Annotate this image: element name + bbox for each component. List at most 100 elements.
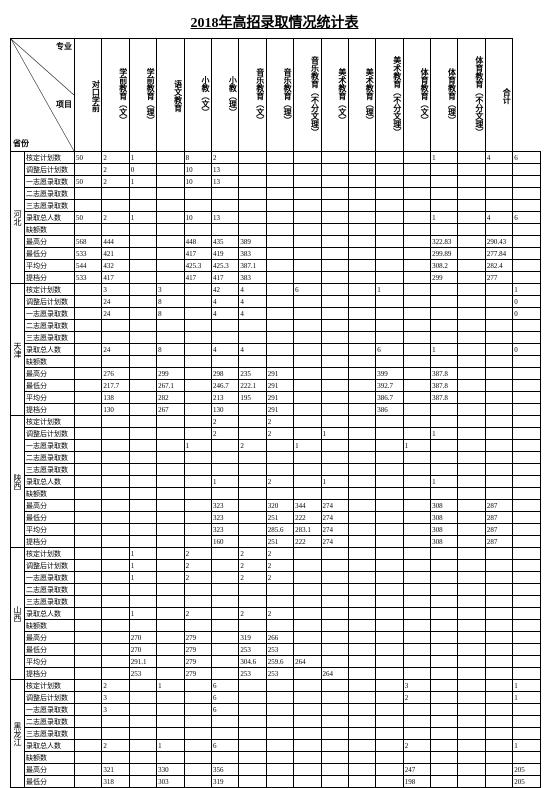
data-cell [184,764,211,776]
data-cell [266,452,293,464]
data-cell [294,296,321,308]
data-cell [129,404,156,416]
row-item-cell: 平均分 [25,656,75,668]
data-cell [348,404,375,416]
data-cell [129,476,156,488]
data-cell: 274 [321,536,348,548]
data-cell: 1 [211,476,238,488]
data-cell [485,332,512,344]
data-cell [211,488,238,500]
row-item-cell: 调整后计划数 [25,164,75,176]
data-cell [431,464,458,476]
data-cell [513,404,540,416]
table-row: 缺额数 [11,620,541,632]
data-cell [376,560,403,572]
data-cell [129,716,156,728]
data-cell [294,176,321,188]
data-cell [211,572,238,584]
data-cell: 1 [294,440,321,452]
data-cell [75,416,102,428]
table-row: 缺额数 [11,488,541,500]
data-cell [75,404,102,416]
data-cell [321,728,348,740]
data-cell [513,224,540,236]
data-cell [321,272,348,284]
data-cell: 3 [157,284,184,296]
data-cell: 4 [485,152,512,164]
data-cell: 2 [102,164,129,176]
data-cell [294,452,321,464]
data-cell [513,392,540,404]
data-cell [376,512,403,524]
data-cell [211,224,238,236]
data-cell [403,752,430,764]
data-cell: 6 [376,344,403,356]
data-cell: 399 [376,368,403,380]
data-cell [129,488,156,500]
row-item-cell: 提档分 [25,536,75,548]
data-cell [157,200,184,212]
data-cell [75,560,102,572]
data-cell [348,656,375,668]
data-cell [129,440,156,452]
data-cell [321,176,348,188]
data-cell [458,320,485,332]
data-cell [348,644,375,656]
data-cell [431,224,458,236]
data-cell [157,488,184,500]
data-cell [321,776,348,788]
data-cell [184,680,211,692]
table-row: 最低分217.7267.1246.7222.1291392.7387.8 [11,380,541,392]
data-cell [75,368,102,380]
data-cell [376,308,403,320]
data-cell [321,692,348,704]
data-cell [376,476,403,488]
data-cell: 425.3 [184,260,211,272]
data-cell [75,608,102,620]
row-item-cell: 三志愿录取数 [25,200,75,212]
data-cell [431,764,458,776]
data-cell [348,488,375,500]
data-cell: 285.6 [266,524,293,536]
diag-major: 专业 [56,41,72,52]
data-cell [239,500,266,512]
data-cell [102,488,129,500]
data-cell [485,320,512,332]
col-header: 小教（文） [184,39,211,152]
data-cell [211,632,238,644]
data-cell [513,632,540,644]
row-item-cell: 一志愿录取数 [25,308,75,320]
data-cell: 42 [211,284,238,296]
data-cell [485,344,512,356]
data-cell: 6 [211,704,238,716]
data-cell [431,740,458,752]
data-cell [239,320,266,332]
data-cell [376,548,403,560]
data-cell [403,656,430,668]
data-cell [348,332,375,344]
data-cell: 287 [485,500,512,512]
data-cell [102,416,129,428]
data-cell: 0 [129,164,156,176]
data-cell: 2 [403,740,430,752]
data-cell: 318 [102,776,129,788]
data-cell [431,692,458,704]
data-cell: 308 [431,524,458,536]
data-cell [75,476,102,488]
data-cell [239,716,266,728]
data-cell [102,224,129,236]
data-cell [102,332,129,344]
data-cell [485,704,512,716]
table-row: 最高分276299298235291399387.8 [11,368,541,380]
data-cell [75,620,102,632]
row-item-cell: 最高分 [25,764,75,776]
data-cell [513,608,540,620]
data-cell: 0 [513,296,540,308]
data-cell [376,536,403,548]
data-cell [294,716,321,728]
data-cell [184,380,211,392]
data-cell: 13 [211,212,238,224]
data-cell [129,500,156,512]
data-cell [485,608,512,620]
table-row: 三志愿录取数 [11,728,541,740]
